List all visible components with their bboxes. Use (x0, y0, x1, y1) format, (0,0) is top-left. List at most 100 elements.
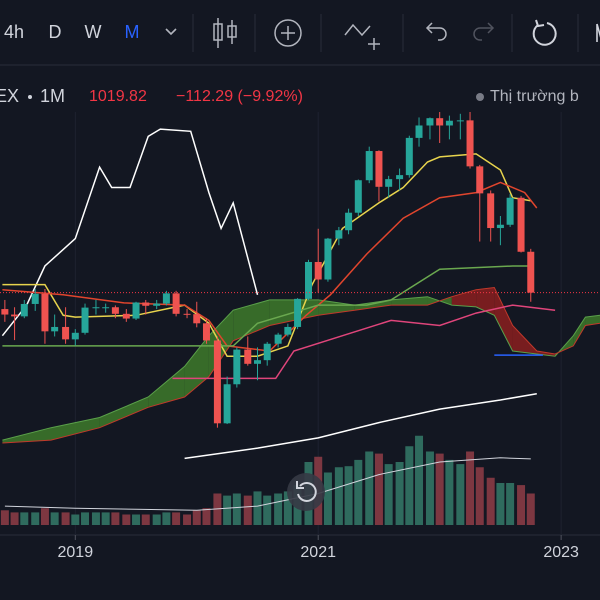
volume-bar (162, 512, 171, 525)
candle-body (172, 293, 180, 314)
candles-icon[interactable] (213, 18, 237, 48)
indicator-line (184, 392, 537, 460)
candle-body (284, 326, 292, 335)
volume-bar (202, 508, 211, 525)
time-axis: 2019 2021 2023 (58, 535, 579, 561)
interval-group: 4h D W M (4, 22, 140, 42)
candle-body (324, 238, 332, 280)
candle-body (162, 293, 170, 304)
cloud-segment (585, 315, 600, 326)
volume-bar (274, 493, 283, 525)
candle-body (436, 118, 444, 126)
volume-bar (506, 483, 515, 525)
volume-bar (526, 493, 535, 525)
interval-button[interactable]: M (125, 22, 140, 42)
volume-bar (40, 508, 49, 525)
volume-bar (122, 514, 131, 525)
indicator-line (2, 265, 531, 347)
candle-body (314, 261, 322, 280)
cloud-segment (233, 299, 270, 341)
volume-bar (517, 485, 526, 525)
interval-button[interactable]: W (85, 22, 102, 42)
candle-body (375, 151, 383, 187)
cloud-segment (2, 427, 52, 444)
candle-body (345, 212, 353, 231)
symbol: EX (0, 86, 19, 106)
volume-bar (354, 459, 363, 525)
cloud-segment (494, 287, 513, 352)
candle-body (111, 307, 119, 314)
volume-bar (395, 462, 404, 525)
volume-bar (466, 451, 475, 525)
candle-body (193, 314, 201, 324)
x-tick-label: 2023 (543, 544, 579, 561)
candle-body (202, 323, 210, 341)
volume-bar (344, 466, 353, 525)
candle-body (41, 293, 49, 332)
volume-bar (91, 512, 100, 525)
cloud-segment (184, 335, 209, 398)
candle-body (51, 326, 59, 332)
candle-body (496, 224, 504, 229)
candle-body (20, 303, 28, 317)
candle-body (335, 230, 343, 239)
volume-bar (0, 510, 9, 525)
span-b-line (2, 286, 600, 444)
interval-chevron[interactable] (165, 28, 177, 36)
candle-body (294, 298, 302, 327)
volume-bar (456, 464, 465, 525)
volume-bar (152, 514, 161, 525)
candle-body (426, 118, 434, 126)
volume-bar (81, 512, 90, 525)
cloud-segment (99, 397, 149, 428)
volume-bar (425, 451, 434, 525)
dot (28, 95, 32, 99)
volume-bar (405, 446, 414, 525)
volume-bar (61, 512, 70, 525)
volume-bar (475, 467, 484, 525)
price: 1019.82 (89, 88, 147, 105)
volume-bar (435, 453, 444, 525)
volume-bar (50, 512, 59, 525)
volume-bar (374, 453, 383, 525)
volume-bar (183, 514, 192, 525)
cloud-segment (476, 287, 495, 316)
volume-bar (141, 514, 150, 525)
candle-body (517, 197, 525, 252)
candle-body (445, 120, 453, 126)
replay-button[interactable] (287, 473, 325, 511)
cloud-segment (512, 325, 537, 354)
volume-bar (20, 512, 29, 525)
cloud-segment (391, 296, 428, 306)
indicator-line (172, 304, 556, 380)
x-tick-label: 2019 (58, 544, 94, 561)
candle-body (62, 326, 70, 340)
volume-bar (283, 491, 292, 525)
indicators-icon[interactable] (344, 23, 380, 50)
interval-button[interactable]: D (49, 22, 62, 42)
reload-icon[interactable] (532, 19, 557, 46)
cloud-segment (148, 366, 185, 408)
volume-bar (132, 514, 141, 525)
volume-bar (223, 495, 232, 525)
interval-button[interactable]: 4h (4, 22, 24, 42)
candle-body (466, 120, 474, 167)
candle-body (305, 261, 313, 299)
volume-bar (253, 491, 262, 525)
undo-icon[interactable] (425, 22, 447, 41)
candle-body (233, 349, 241, 385)
volume-ma-line (4, 457, 531, 511)
candle-body (142, 302, 150, 306)
candle-body (1, 309, 9, 315)
candle-body (263, 343, 271, 361)
volume-bar (232, 493, 241, 525)
candle-body (183, 313, 191, 315)
candle-body (476, 166, 484, 194)
redo-icon[interactable] (473, 22, 495, 41)
toolbar: 4h D W M (0, 14, 600, 66)
market-status-dot (476, 93, 484, 101)
compare-icon[interactable] (274, 19, 302, 47)
volume-bar (111, 512, 120, 525)
candle-body (274, 334, 282, 344)
